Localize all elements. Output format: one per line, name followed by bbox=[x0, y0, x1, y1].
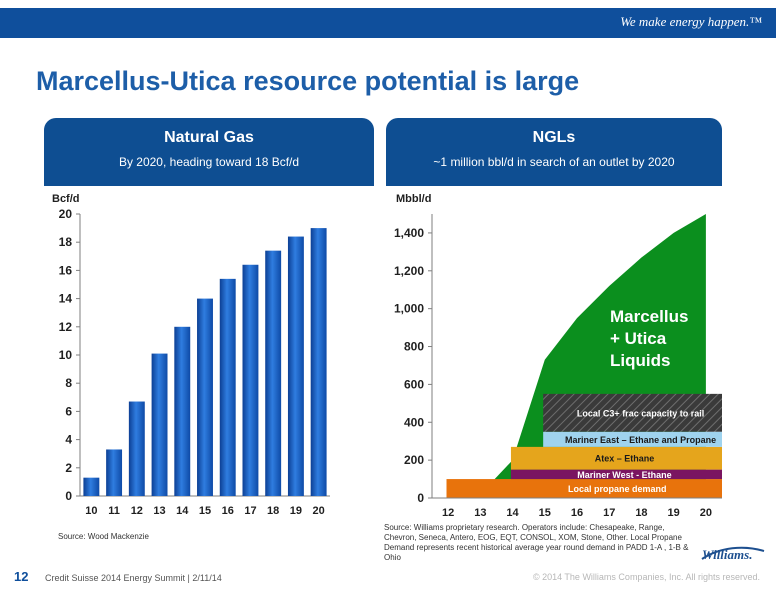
ngl-outlet-label: Atex – Ethane bbox=[595, 454, 655, 464]
ngl-y-tick-label: 0 bbox=[417, 491, 424, 505]
gas-y-tick-label: 16 bbox=[59, 263, 73, 277]
ngl-x-tick-label: 15 bbox=[539, 507, 551, 519]
ngl-y-tick-label: 800 bbox=[404, 340, 424, 354]
source-note-left: Source: Wood Mackenzie bbox=[58, 532, 150, 541]
ngl-outlet-band bbox=[543, 431, 722, 447]
gas-y-tick-label: 10 bbox=[59, 348, 73, 362]
gas-x-tick-label: 11 bbox=[108, 505, 120, 517]
gas-bar bbox=[106, 449, 123, 496]
tagline: We make energy happen.™ bbox=[620, 14, 762, 29]
ngl-x-tick-label: 16 bbox=[571, 507, 583, 519]
gas-y-tick-label: 6 bbox=[65, 404, 72, 418]
page-title: Marcellus-Utica resource potential is la… bbox=[36, 66, 580, 96]
ngl-outlet-label: Mariner East – Ethane and Propane bbox=[565, 435, 716, 445]
ngl-outlet-label: Local propane demand bbox=[568, 484, 667, 494]
ngl-y-tick-label: 600 bbox=[404, 377, 424, 391]
event-label: Credit Suisse 2014 Energy Summit | 2/11/… bbox=[44, 573, 222, 583]
gas-y-tick-label: 20 bbox=[59, 207, 73, 221]
gas-y-tick-label: 14 bbox=[59, 292, 73, 306]
top-banner: We make energy happen.™ bbox=[0, 8, 776, 38]
ngl-x-tick-label: 20 bbox=[700, 507, 712, 519]
gas-y-axis-label: Bcf/d bbox=[52, 193, 80, 205]
gas-x-tick-label: 17 bbox=[244, 505, 256, 517]
gas-y-tick-label: 18 bbox=[59, 235, 73, 249]
gas-x-tick-label: 20 bbox=[313, 505, 325, 517]
gas-bar bbox=[197, 298, 213, 496]
ngl-x-tick-label: 13 bbox=[474, 507, 486, 519]
williams-logo: Williams. bbox=[700, 543, 766, 565]
gas-x-tick-label: 14 bbox=[176, 505, 189, 517]
gas-x-tick-label: 15 bbox=[199, 505, 211, 517]
gas-x-tick-label: 13 bbox=[153, 505, 165, 517]
ngl-x-tick-label: 19 bbox=[668, 507, 680, 519]
ngl-outlet-band bbox=[510, 446, 722, 470]
footer: 12 Credit Suisse 2014 Energy Summit | 2/… bbox=[14, 569, 222, 584]
ngl-x-tick-label: 17 bbox=[603, 507, 615, 519]
gas-bar bbox=[287, 236, 304, 496]
ngl-y-tick-label: 1,400 bbox=[394, 226, 424, 240]
gas-bar bbox=[128, 401, 145, 496]
gas-bar bbox=[242, 264, 259, 496]
ngl-outlet-band bbox=[543, 393, 722, 432]
logo-swoosh-icon bbox=[701, 546, 765, 560]
gas-x-tick-label: 18 bbox=[267, 505, 279, 517]
gas-y-tick-label: 8 bbox=[65, 376, 72, 390]
gas-bar bbox=[174, 326, 191, 496]
gas-bar bbox=[83, 477, 100, 496]
gas-x-tick-label: 10 bbox=[85, 505, 97, 517]
page-number: 12 bbox=[14, 569, 29, 584]
source-note-right: Source: Williams proprietary research. O… bbox=[384, 523, 689, 562]
gas-y-tick-label: 0 bbox=[65, 489, 72, 503]
gas-y-tick-label: 12 bbox=[59, 320, 73, 334]
ngl-outlet-label: Local C3+ frac capacity to rail bbox=[577, 408, 704, 418]
panel-header-ngls: NGLs ~1 million bbl/d in search of an ou… bbox=[386, 118, 722, 186]
ngl-x-tick-label: 12 bbox=[442, 507, 454, 519]
ngl-outlet-label: Mariner West - Ethane bbox=[577, 470, 671, 480]
ngl-y-tick-label: 200 bbox=[404, 453, 424, 467]
gas-x-tick-label: 16 bbox=[222, 505, 234, 517]
gas-y-tick-label: 4 bbox=[65, 433, 72, 447]
copyright: © 2014 The Williams Companies, Inc. All … bbox=[532, 572, 760, 582]
ngl-area-chart: Mbbl/d 0 200 400 600 800 1,000 1,200 1,400 Local … bbox=[394, 193, 722, 519]
ngl-y-axis-label: Mbbl/d bbox=[396, 193, 431, 205]
gas-bar bbox=[151, 353, 168, 496]
panel-subtitle-natural-gas: By 2020, heading toward 18 Bcf/d bbox=[118, 155, 300, 169]
panel-title-ngls: NGLs bbox=[532, 129, 576, 146]
ngl-x-tick-label: 18 bbox=[635, 507, 647, 519]
ngl-x-tick-label: 14 bbox=[506, 507, 519, 519]
ngl-outlet-band bbox=[510, 469, 722, 480]
ngl-outlet-band bbox=[446, 479, 722, 498]
panel-title-natural-gas: Natural Gas bbox=[164, 129, 254, 146]
natural-gas-bar-chart: Bcf/d 0 2 4 6 8 10 12 14 16 18 20 10 11 12 13 14 15 16 17 18… bbox=[52, 193, 330, 517]
gas-bar bbox=[310, 228, 327, 496]
panel-subtitle-ngls: ~1 million bbl/d in search of an outlet … bbox=[433, 155, 675, 169]
ngl-y-tick-label: 1,000 bbox=[394, 302, 424, 316]
gas-bar bbox=[265, 250, 282, 496]
gas-bar bbox=[219, 278, 236, 496]
gas-x-tick-label: 19 bbox=[290, 505, 302, 517]
ngl-supply-label: + Utica bbox=[610, 329, 667, 348]
ngl-y-tick-label: 1,200 bbox=[394, 264, 424, 278]
ngl-y-tick-label: 400 bbox=[404, 415, 424, 429]
ngl-supply-label: Liquids bbox=[610, 351, 670, 370]
panel-header-natural-gas: Natural Gas By 2020, heading toward 18 B… bbox=[44, 118, 374, 186]
ngl-supply-label: Marcellus bbox=[610, 307, 688, 326]
gas-x-tick-label: 12 bbox=[131, 505, 143, 517]
gas-y-tick-label: 2 bbox=[65, 461, 72, 475]
logo-text: Williams. bbox=[702, 547, 753, 562]
